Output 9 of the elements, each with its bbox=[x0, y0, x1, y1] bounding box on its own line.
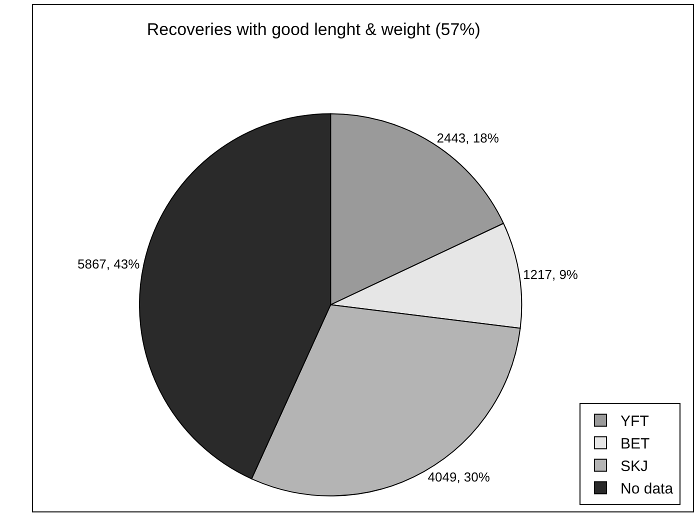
legend-label: YFT bbox=[620, 413, 649, 430]
legend-label: BET bbox=[620, 436, 650, 453]
data-label: 1217, 9% bbox=[523, 266, 578, 282]
data-label: 2443, 18% bbox=[436, 130, 500, 146]
data-label: 5867, 43% bbox=[77, 256, 140, 272]
chart-title: Recoveries with good lenght & weight (57%) bbox=[146, 20, 480, 40]
legend-label: No data bbox=[620, 480, 674, 498]
legend-label: SKJ bbox=[620, 458, 648, 476]
data-label: 4049, 30% bbox=[428, 470, 490, 485]
